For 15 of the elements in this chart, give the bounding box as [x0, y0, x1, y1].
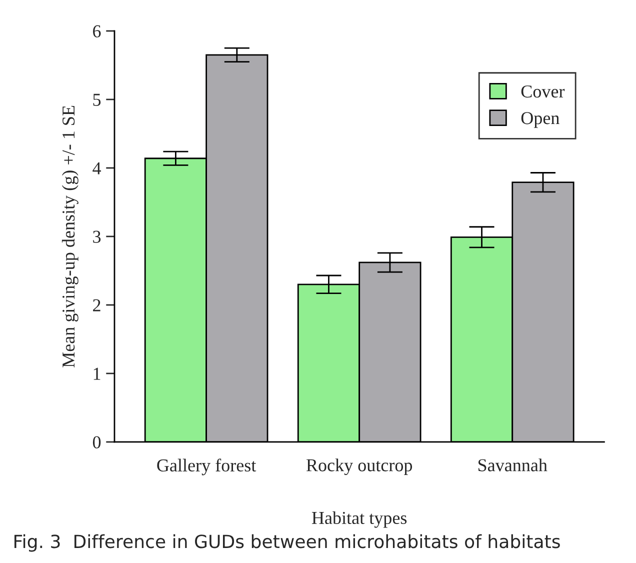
y-tick-label: 1: [94, 368, 100, 380]
y-axis-title: Mean giving-up density (g) +/- 1 SE: [62, 106, 78, 368]
legend-label: Cover: [521, 85, 565, 98]
y-tick-label: 5: [93, 94, 101, 106]
y-tick-label: 2: [93, 299, 100, 312]
x-tick-label: Rocky outcrop: [306, 458, 412, 476]
caption: Fig. 3 Difference in GUDs between microhabitats of habitats: [14, 534, 560, 552]
y-tick-label: 3: [93, 230, 101, 243]
y-tick-label: 0: [92, 436, 101, 448]
y-tick-label: 4: [92, 162, 102, 174]
y-tick-label: 6: [93, 25, 101, 38]
x-axis-title: Habitat types: [312, 511, 407, 528]
x-tick-label: Gallery forest: [157, 458, 256, 476]
x-tick-label: Savannah: [478, 458, 548, 472]
legend-label: Open: [521, 112, 560, 128]
